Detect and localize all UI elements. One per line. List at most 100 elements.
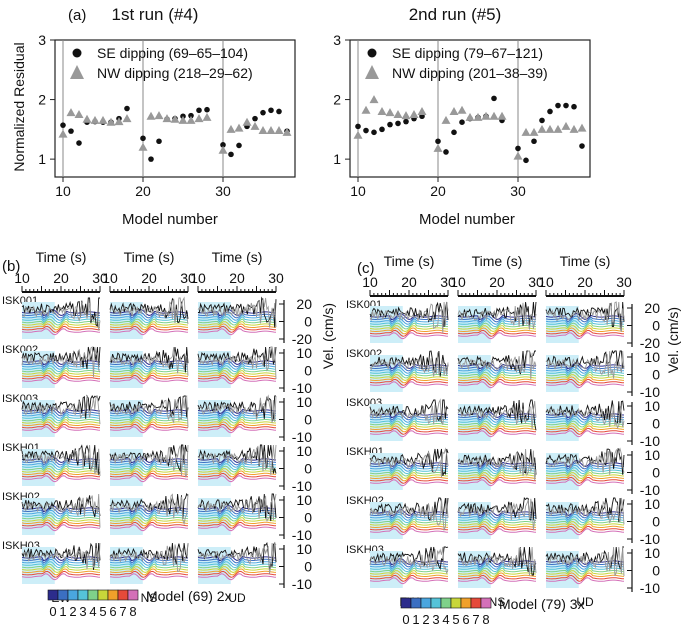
colorbar-tick-label: 7 <box>472 612 479 627</box>
data-point-se <box>363 127 369 134</box>
data-point-se <box>124 105 130 112</box>
synthetic-trace <box>109 458 189 466</box>
synthetic-gray-trace <box>21 444 101 477</box>
synthetic-trace <box>21 514 101 522</box>
synthetic-trace <box>21 573 101 581</box>
data-point-nw <box>513 151 523 160</box>
velocity-tick-label: 20 <box>644 300 660 316</box>
synthetic-gray-trace <box>21 301 101 331</box>
time-tick-label: 20 <box>141 270 157 286</box>
synthetic-trace <box>545 378 625 386</box>
synthetic-trace <box>369 518 449 526</box>
synthetic-trace <box>545 332 625 340</box>
synthetic-trace <box>457 474 537 482</box>
data-point-se <box>379 126 385 133</box>
synthetic-trace <box>109 365 189 373</box>
synthetic-trace <box>21 568 101 576</box>
data-point-nw <box>178 115 188 124</box>
synthetic-trace <box>369 511 449 519</box>
data-point-nw <box>577 123 587 132</box>
synthetic-trace <box>197 512 277 520</box>
synthetic-trace <box>369 332 449 340</box>
observed-trace <box>545 400 625 424</box>
time-axis-title: Time (s) <box>560 253 611 269</box>
time-tick-label: 30 <box>180 270 196 286</box>
synthetic-trace <box>457 464 537 472</box>
synthetic-trace <box>197 519 277 527</box>
velocity-tick-label: 0 <box>652 563 660 579</box>
synthetic-trace <box>545 425 625 433</box>
data-point-se <box>276 108 282 115</box>
colorbar-tick-label: 0 <box>49 604 56 619</box>
data-point-nw <box>521 127 531 136</box>
colorbar-tick-label: 4 <box>442 612 449 627</box>
synthetic-trace <box>109 568 189 576</box>
synthetic-trace <box>21 517 101 525</box>
synthetic-gray-trace <box>197 541 277 574</box>
synthetic-trace <box>457 362 537 370</box>
synthetic-trace <box>21 367 101 375</box>
colorbar-tick-label: 0 <box>402 612 409 627</box>
synthetic-trace <box>21 509 101 517</box>
velocity-tick-label: 20 <box>296 296 312 312</box>
legend-marker-se <box>367 48 377 58</box>
velocity-tick-label: -10 <box>292 478 312 494</box>
synthetic-trace <box>457 567 537 575</box>
synthetic-trace <box>197 321 277 329</box>
synthetic-trace <box>197 316 277 324</box>
synthetic-gray-trace <box>21 395 101 425</box>
time-tick-label: 20 <box>577 274 593 290</box>
synthetic-trace <box>545 381 625 389</box>
observed-trace <box>21 444 101 476</box>
synthetic-trace <box>197 325 277 333</box>
time-tick-label: 30 <box>440 274 456 290</box>
synthetic-trace <box>369 528 449 536</box>
y-axis-label: Normalized Residual <box>11 42 27 171</box>
synthetic-trace <box>369 413 449 421</box>
data-point-se <box>531 138 537 145</box>
velocity-tick-label: 0 <box>304 314 312 330</box>
data-point-se <box>148 156 154 162</box>
x-tick-label: 20 <box>430 183 446 199</box>
colorbar-swatch <box>47 589 59 601</box>
colorbar-swatch <box>77 589 89 601</box>
synthetic-trace <box>545 415 625 423</box>
synthetic-trace <box>21 463 101 471</box>
component-label: NS <box>141 591 158 605</box>
data-point-se <box>76 140 82 146</box>
colorbar-tick-label: 8 <box>482 612 489 627</box>
synthetic-trace <box>109 411 189 419</box>
synthetic-trace <box>197 423 277 431</box>
time-tick-label: 20 <box>489 274 505 290</box>
velocity-tick-label: -10 <box>292 380 312 396</box>
synthetic-trace <box>109 563 189 571</box>
data-point-se <box>451 129 457 136</box>
data-point-se <box>252 115 258 122</box>
data-point-se <box>236 142 242 149</box>
synthetic-trace <box>545 567 625 575</box>
data-point-nw <box>481 111 491 120</box>
data-point-nw <box>258 126 268 135</box>
colorbar-tick-label: 7 <box>119 604 126 619</box>
synthetic-trace <box>109 374 189 382</box>
velocity-tick-label: -10 <box>640 531 660 547</box>
synthetic-gray-trace <box>545 350 625 379</box>
synthetic-trace <box>369 476 449 484</box>
synthetic-trace <box>197 311 277 319</box>
synthetic-trace <box>457 570 537 578</box>
data-point-nw <box>417 106 427 115</box>
velocity-tick-label: 0 <box>652 367 660 383</box>
synthetic-trace <box>457 332 537 340</box>
synthetic-trace <box>457 371 537 379</box>
data-point-nw <box>441 115 451 124</box>
observed-trace <box>457 546 537 576</box>
y-tick-label: 2 <box>38 92 46 108</box>
synthetic-trace <box>197 377 277 385</box>
synthetic-trace <box>545 317 625 325</box>
synthetic-gray-trace <box>457 448 537 481</box>
data-point-nw <box>122 114 132 123</box>
synthetic-trace <box>197 566 277 574</box>
data-point-nw <box>226 124 236 133</box>
synthetic-gray-trace <box>545 497 625 525</box>
data-point-nw <box>433 143 443 152</box>
